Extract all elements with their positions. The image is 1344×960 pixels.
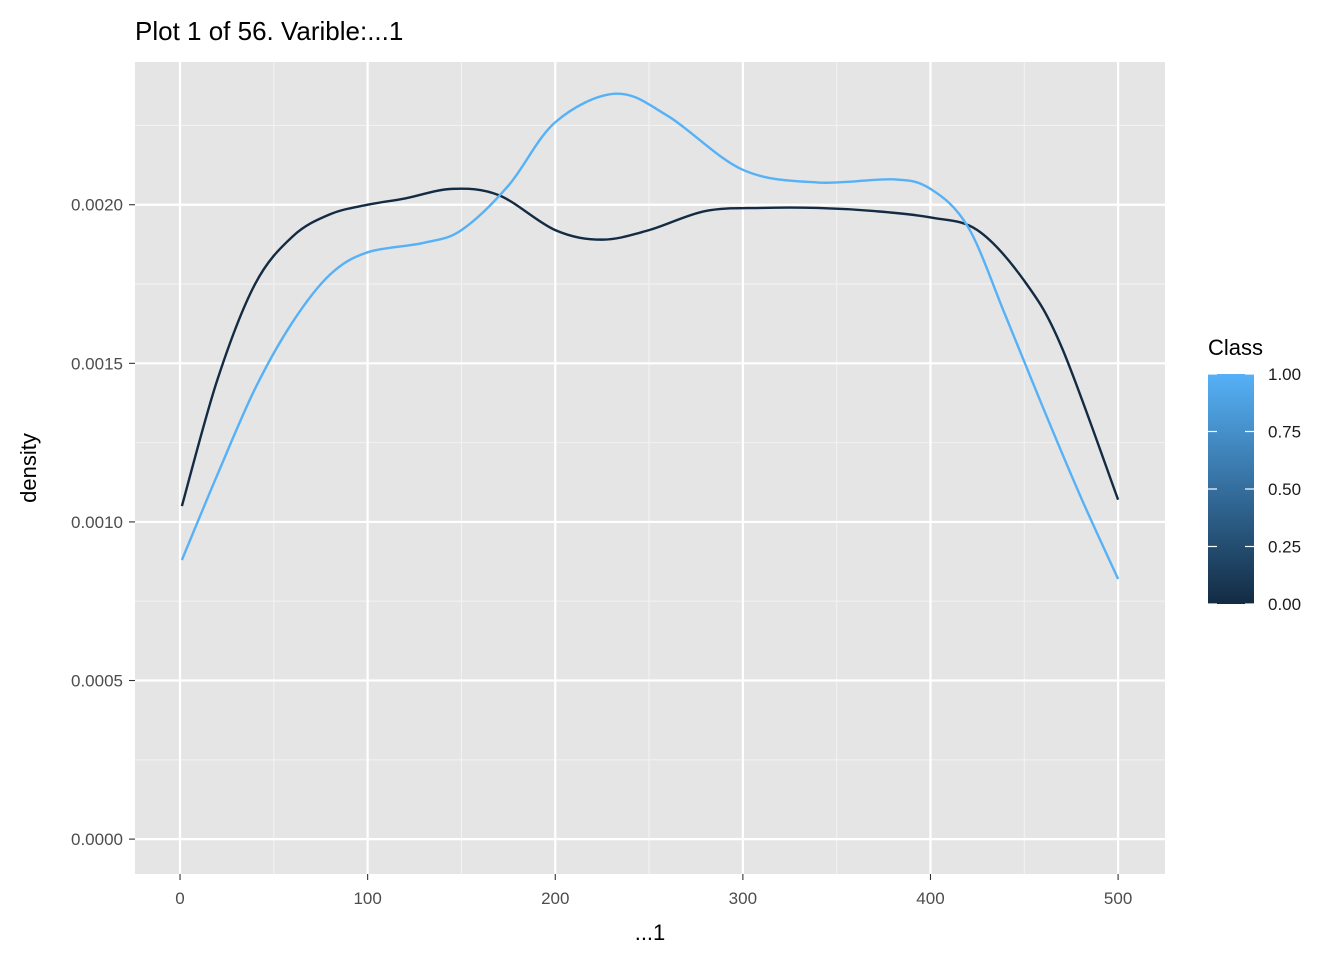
legend: Class 0.00 0.25 0.50 0.75 1.00 [1208, 335, 1301, 614]
y-tick-label: 0.0015 [71, 354, 123, 373]
x-tick-label: 0 [175, 889, 184, 908]
major-gridlines [135, 62, 1165, 874]
plot-title: Plot 1 of 56. Varible:...1 [135, 16, 403, 46]
density-line-1 [180, 92, 1120, 580]
x-tick-label: 100 [353, 889, 381, 908]
y-tick-label: 0.0010 [71, 513, 123, 532]
y-tick-label: 0.0020 [71, 196, 123, 215]
legend-tick-label: 0.25 [1268, 538, 1301, 557]
x-tick-label: 300 [729, 889, 757, 908]
legend-title: Class [1208, 335, 1263, 360]
x-tick-label: 500 [1104, 889, 1132, 908]
legend-tick-label: 0.00 [1268, 595, 1301, 614]
legend-tick-label: 1.00 [1268, 365, 1301, 384]
x-axis-title: ...1 [635, 920, 666, 945]
legend-tick-label: 0.75 [1268, 423, 1301, 442]
x-tick-label: 200 [541, 889, 569, 908]
plot-panel [135, 62, 1165, 874]
density-line-0 [180, 187, 1120, 507]
series-layer [180, 92, 1120, 580]
legend-tick-label: 0.50 [1268, 480, 1301, 499]
legend-ticks: 0.00 0.25 0.50 0.75 1.00 [1208, 365, 1301, 614]
y-tick-label: 0.0000 [71, 830, 123, 849]
y-axis: 0.0000 0.0005 0.0010 0.0015 0.0020 [71, 196, 135, 849]
x-tick-label: 400 [916, 889, 944, 908]
y-tick-label: 0.0005 [71, 672, 123, 691]
x-axis: 0 100 200 300 400 500 [175, 874, 1132, 908]
y-axis-title: density [16, 433, 41, 503]
